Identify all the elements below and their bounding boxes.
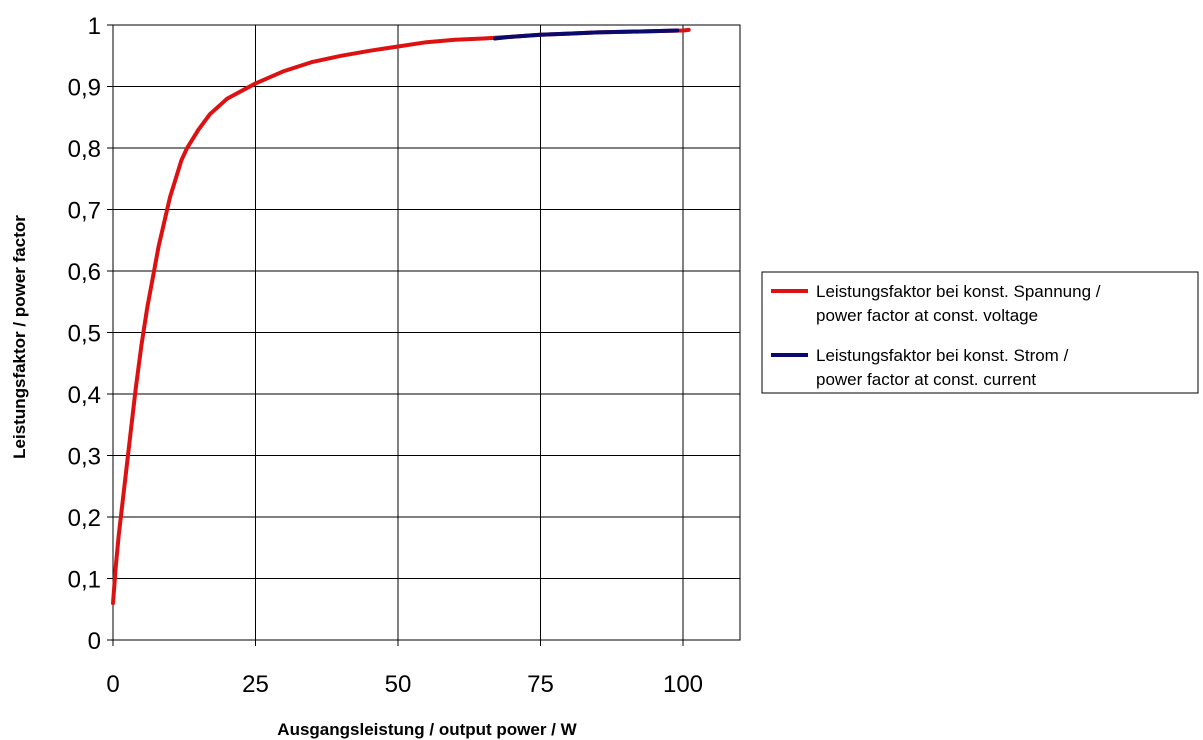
series-layer bbox=[111, 27, 691, 606]
y-tick-label: 0,4 bbox=[68, 382, 101, 409]
y-tick-label: 0,3 bbox=[68, 444, 101, 471]
y-tick-label: 0,1 bbox=[68, 567, 101, 594]
y-tick-label: 0,5 bbox=[68, 321, 101, 348]
x-tick-label: 50 bbox=[385, 671, 412, 698]
legend-label: Leistungsfaktor bei konst. Strom / bbox=[816, 346, 1069, 365]
legend: Leistungsfaktor bei konst. Spannung / pow… bbox=[761, 271, 1199, 394]
y-tick-label: 0,6 bbox=[68, 259, 101, 286]
y-axis-title: Leistungsfaktor / power factor bbox=[10, 215, 29, 459]
x-tick-label: 100 bbox=[663, 671, 703, 698]
x-tick-label: 25 bbox=[242, 671, 269, 698]
y-tick-label: 0,7 bbox=[68, 198, 101, 225]
x-tick-label: 0 bbox=[106, 671, 119, 698]
legend-label: Leistungsfaktor bei konst. Spannung / bbox=[816, 282, 1101, 301]
legend-box bbox=[761, 271, 1199, 394]
x-axis-ticks: 0 25 50 75 100 bbox=[106, 640, 703, 698]
x-axis-title: Ausgangsleistung / output power / W bbox=[277, 720, 577, 739]
y-tick-label: 0 bbox=[88, 628, 101, 655]
y-tick-label: 1 bbox=[88, 13, 101, 40]
legend-label: power factor at const. voltage bbox=[816, 306, 1038, 325]
grid bbox=[112, 24, 741, 641]
series-2 bbox=[492, 28, 680, 41]
series-line bbox=[492, 28, 680, 41]
y-axis-ticks: 0 0,1 0,2 0,3 0,4 0,5 0,6 0,7 0,8 0,9 1 bbox=[68, 13, 113, 655]
y-tick-label: 0,8 bbox=[68, 136, 101, 163]
legend-label: power factor at const. current bbox=[816, 370, 1036, 389]
x-tick-label: 75 bbox=[527, 671, 554, 698]
y-tick-label: 0,9 bbox=[68, 75, 101, 102]
y-tick-label: 0,2 bbox=[68, 505, 101, 532]
